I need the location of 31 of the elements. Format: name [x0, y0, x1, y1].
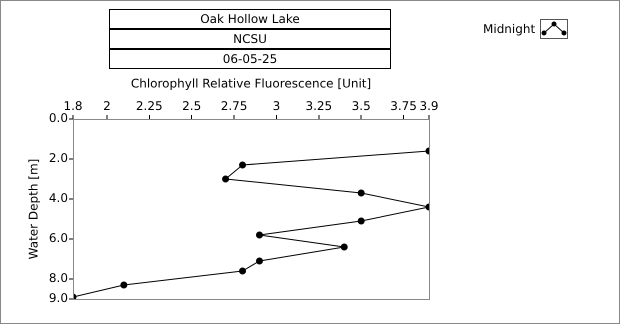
y-tick-label: 8.0: [48, 271, 68, 286]
point: [239, 268, 246, 274]
chart-subtitle: NCSU: [109, 29, 391, 49]
text: 06-05-25: [109, 49, 391, 69]
point: [256, 232, 263, 238]
y-tick-label: 0.0: [48, 111, 68, 126]
y-axis-title: Water Depth [m]: [26, 158, 40, 260]
x-tick-label: 2.75: [220, 98, 248, 113]
x-tick-label: 3.75: [390, 98, 417, 113]
x-tick-label: 1.8: [63, 98, 83, 113]
y-tick-label: 6.0: [48, 231, 68, 246]
x-tick-label: 3.25: [305, 98, 332, 113]
x-tick-label: 2.25: [136, 98, 163, 113]
point: [358, 218, 365, 224]
x-tick-label: 3.5: [352, 98, 371, 113]
legend-label: Midnight: [483, 22, 536, 36]
point: [256, 258, 263, 264]
x-tick-label: 3.9: [419, 98, 439, 113]
x-tick-label: 2: [103, 98, 111, 113]
point: [358, 190, 365, 196]
y-tick-label: 9.0: [48, 291, 68, 306]
point: [340, 244, 348, 250]
x-tick-label: 3: [272, 98, 280, 113]
x-axis-title: Chlorophyll Relative Fluorescence [Unit]: [130, 76, 372, 90]
y-tick-label: 4.0: [48, 191, 68, 206]
point: [239, 162, 246, 168]
x-tick-label: 2.5: [182, 98, 202, 113]
y-tick-label: 2.0: [48, 151, 68, 166]
point: [120, 282, 128, 288]
point: [222, 176, 230, 182]
chart-title: Oak Hollow Lake: [109, 9, 391, 29]
